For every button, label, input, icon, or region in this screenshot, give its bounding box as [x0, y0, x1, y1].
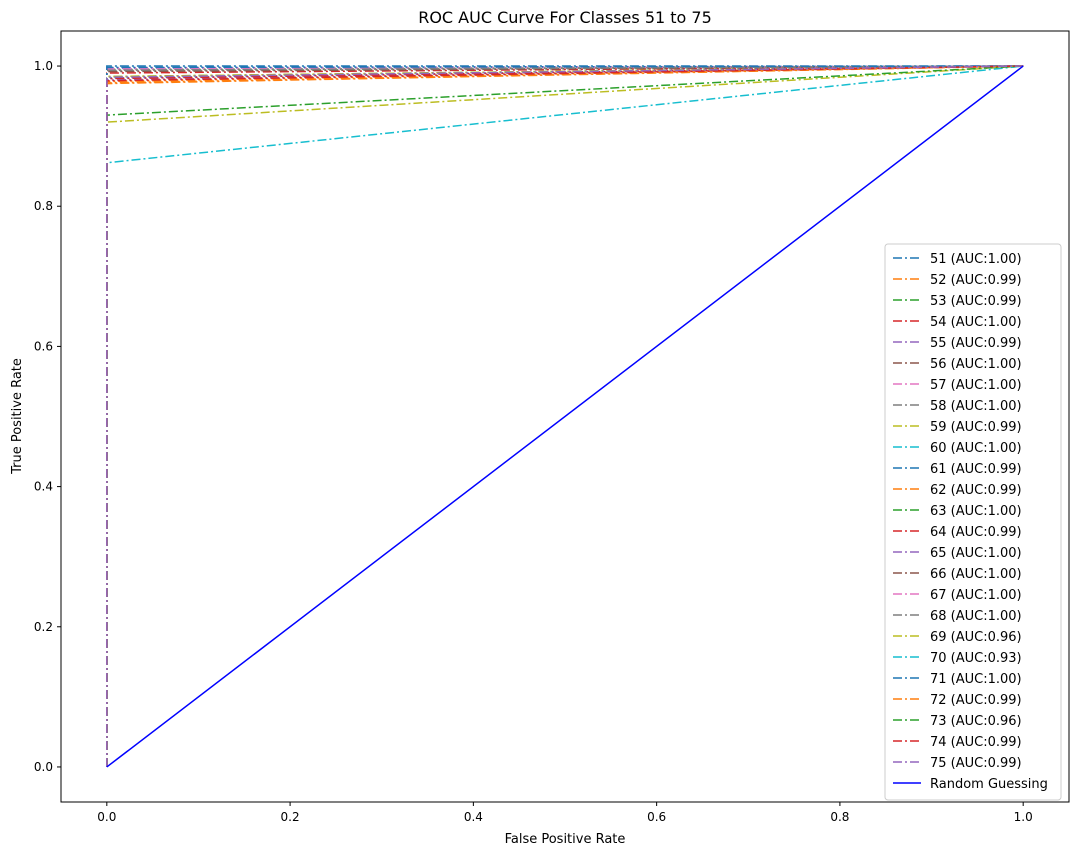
- legend-label: 72 (AUC:0.99): [930, 693, 1022, 708]
- legend-label: 59 (AUC:0.99): [930, 420, 1022, 435]
- x-axis-ticks: 0.0 0.2 0.4 0.6 0.8 1.0: [97, 802, 1033, 824]
- legend-label: 60 (AUC:1.00): [930, 441, 1022, 456]
- legend-label: 54 (AUC:1.00): [930, 315, 1022, 330]
- legend-label: 65 (AUC:1.00): [930, 546, 1022, 561]
- legend-label: 70 (AUC:0.93): [930, 651, 1022, 666]
- x-tick-label: 1.0: [1014, 810, 1033, 824]
- series-line: [106, 65, 1024, 768]
- chart-title: ROC AUC Curve For Classes 51 to 75: [418, 8, 712, 27]
- legend-label: 75 (AUC:0.99): [930, 756, 1022, 771]
- legend-label: 57 (AUC:1.00): [930, 378, 1022, 393]
- x-tick-label: 0.6: [647, 810, 666, 824]
- legend-label: 67 (AUC:1.00): [930, 588, 1022, 603]
- series-line: [106, 65, 1024, 767]
- legend-label: 63 (AUC:1.00): [930, 504, 1022, 519]
- legend-label: 51 (AUC:1.00): [930, 252, 1022, 267]
- y-axis-label: True Positive Rate: [10, 358, 25, 475]
- legend-label: 56 (AUC:1.00): [930, 357, 1022, 372]
- x-tick-label: 0.4: [464, 810, 483, 824]
- legend-label: 66 (AUC:1.00): [930, 567, 1022, 582]
- y-tick-label: 0.6: [34, 339, 53, 353]
- x-tick-label: 0.0: [97, 810, 116, 824]
- legend-label: 69 (AUC:0.96): [930, 630, 1022, 645]
- y-tick-label: 0.4: [34, 480, 53, 494]
- legend: 51 (AUC:1.00) 52 (AUC:0.99) 53 (AUC:0.99) 5…: [884, 243, 1062, 801]
- legend-label: 62 (AUC:0.99): [930, 483, 1022, 498]
- legend-label: 61 (AUC:0.99): [930, 462, 1022, 477]
- x-axis-label: False Positive Rate: [505, 832, 626, 847]
- legend-label: 55 (AUC:0.99): [930, 336, 1022, 351]
- legend-label: 64 (AUC:0.99): [930, 525, 1022, 540]
- legend-label: 73 (AUC:0.96): [930, 714, 1022, 729]
- legend-label: 53 (AUC:0.99): [930, 294, 1022, 309]
- plot-frame: [60, 30, 1070, 803]
- legend-label: 68 (AUC:1.00): [930, 609, 1022, 624]
- y-tick-label: 1.0: [34, 59, 53, 73]
- plot-area: [106, 65, 1024, 768]
- legend-label: 58 (AUC:1.00): [930, 399, 1022, 414]
- y-tick-label: 0.8: [34, 199, 53, 213]
- legend-label: Random Guessing: [930, 777, 1048, 792]
- legend-label: 52 (AUC:0.99): [930, 273, 1022, 288]
- legend-label: 71 (AUC:1.00): [930, 672, 1022, 687]
- x-tick-label: 0.8: [830, 810, 849, 824]
- y-axis-ticks: 0.0 0.2 0.4 0.6 0.8 1.0: [34, 59, 61, 774]
- legend-box: [884, 243, 1062, 801]
- x-tick-label: 0.2: [281, 810, 300, 824]
- y-tick-label: 0.2: [34, 620, 53, 634]
- legend-label: 74 (AUC:0.99): [930, 735, 1022, 750]
- y-tick-label: 0.0: [34, 760, 53, 774]
